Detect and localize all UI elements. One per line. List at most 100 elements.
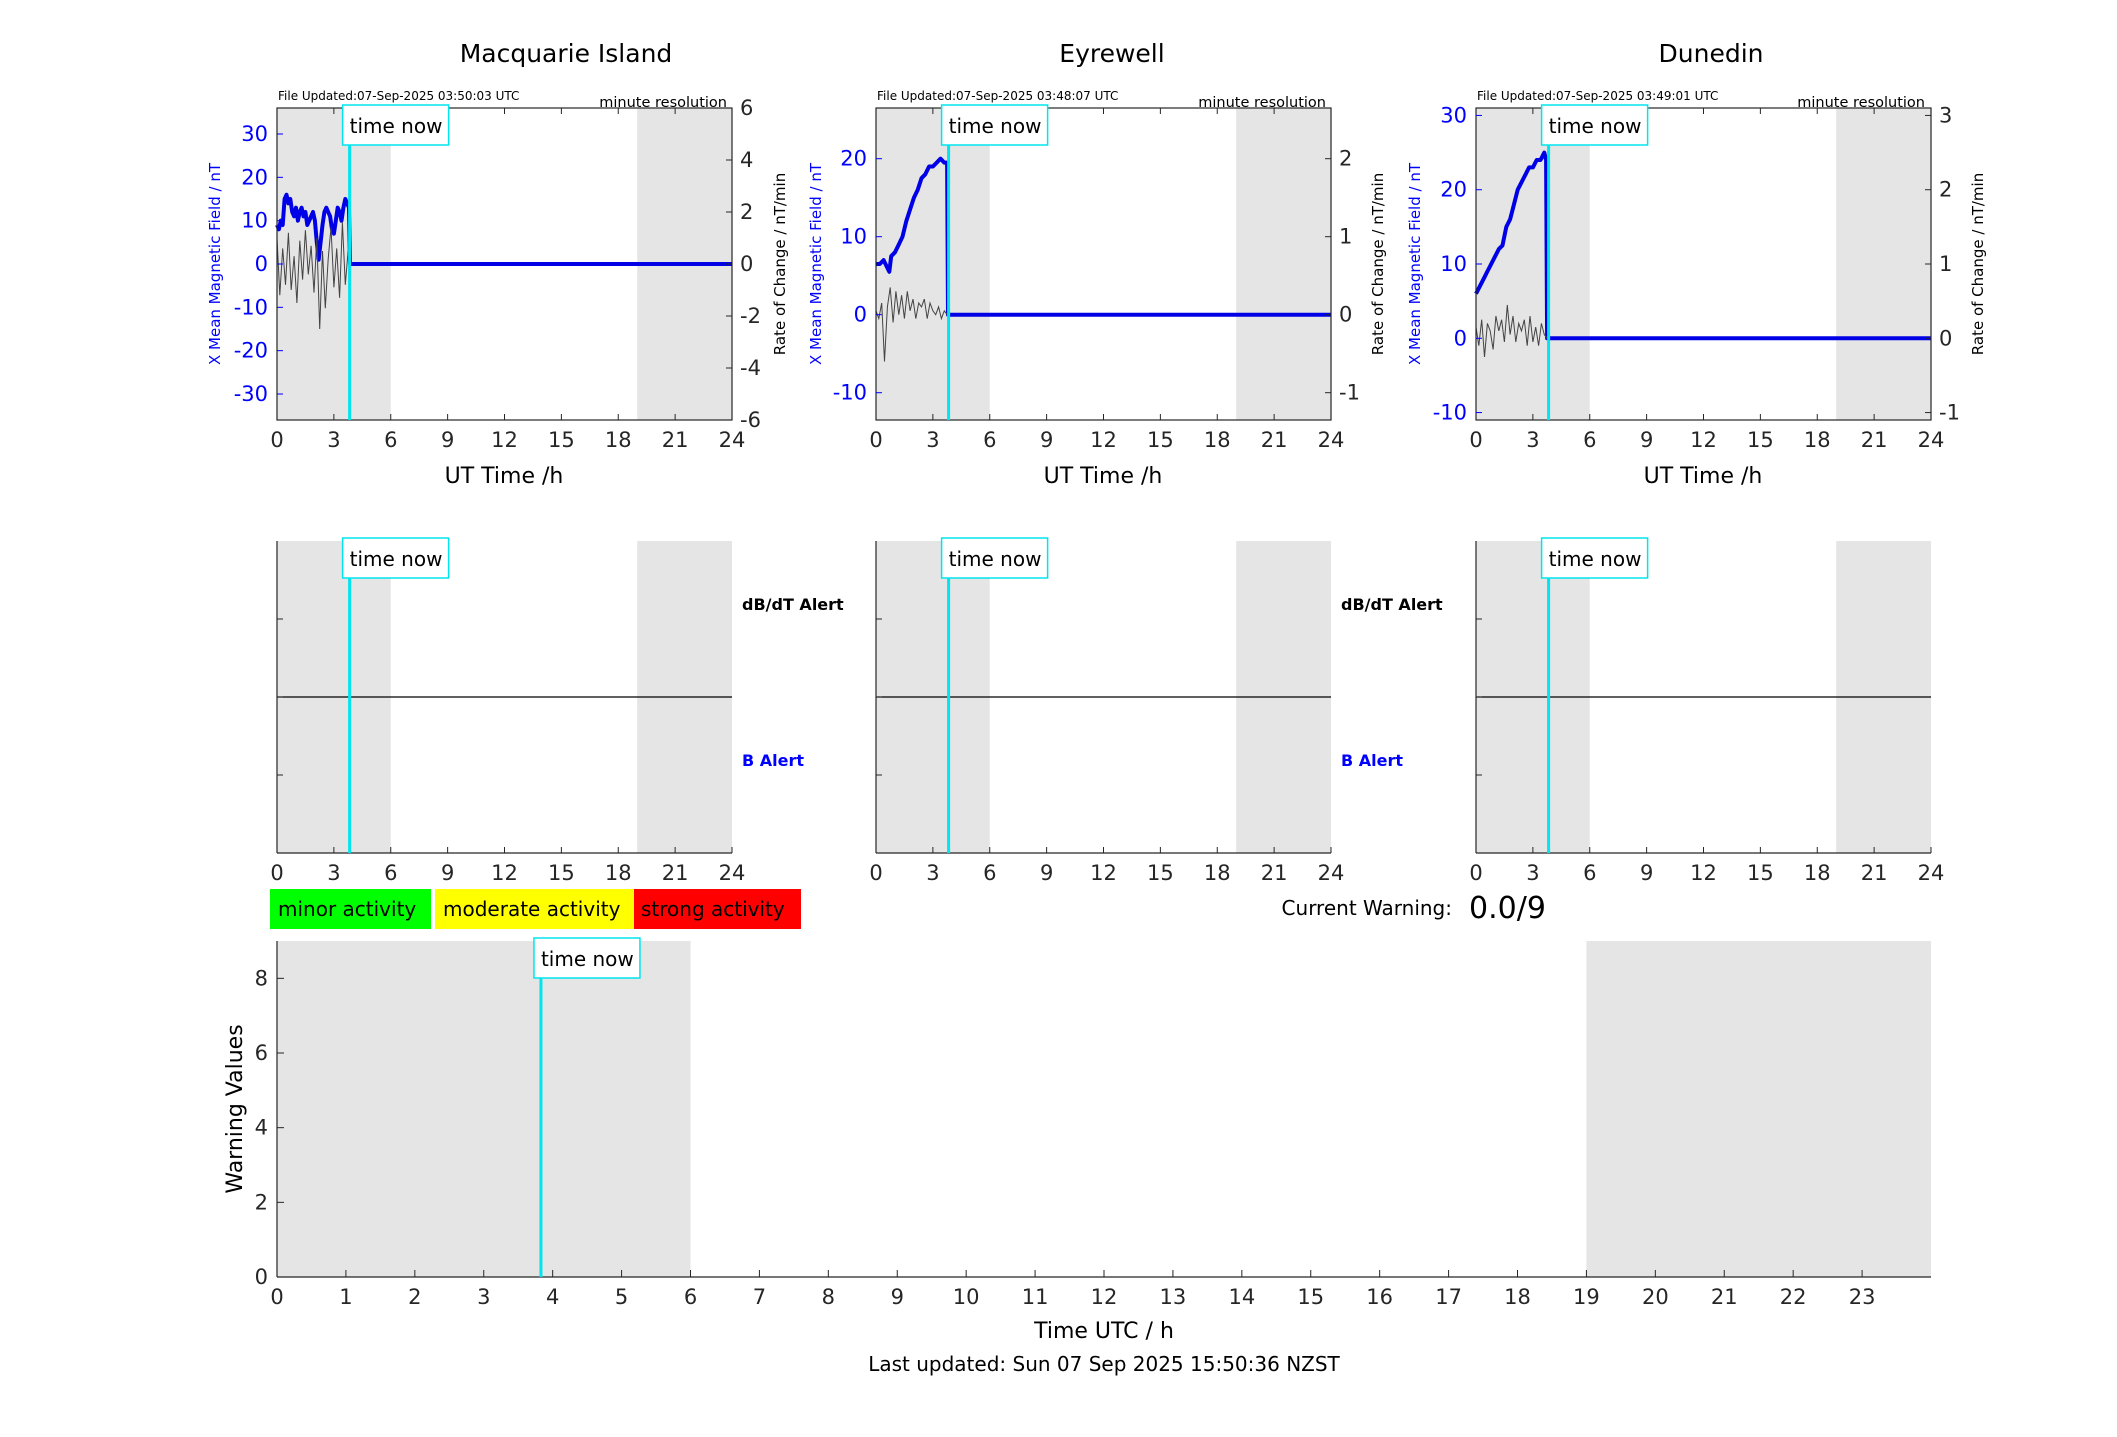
y-tick-label: -30: [234, 382, 268, 406]
x-tick-label: 12: [1690, 428, 1717, 452]
x-axis-label: UT Time /h: [1044, 464, 1163, 489]
x-tick-label: 18: [1804, 428, 1831, 452]
time-now-label: time now: [949, 547, 1042, 571]
x-tick-label: 24: [1918, 428, 1945, 452]
right-axis-label: Rate of Change / nT/min: [771, 173, 789, 355]
x-tick-label: 12: [1090, 428, 1117, 452]
x-tick-label: 19: [1573, 1285, 1600, 1309]
y2-tick-label: -6: [740, 408, 761, 432]
file-updated-text: File Updated:07-Sep-2025 03:49:01 UTC: [1477, 89, 1718, 103]
y-tick-label: -20: [234, 339, 268, 363]
field-series-line: [876, 156, 1331, 317]
x-tick-label: 4: [546, 1285, 559, 1309]
x-tick-label: 15: [548, 428, 575, 452]
x-tick-label: 9: [1040, 861, 1053, 885]
x-tick-label: 12: [491, 428, 518, 452]
y2-tick-label: 0: [1339, 303, 1352, 327]
y2-tick-label: 4: [740, 148, 753, 172]
x-tick-label: 21: [1861, 428, 1888, 452]
x-tick-label: 18: [1204, 428, 1231, 452]
y-tick-label: 0: [1454, 326, 1467, 350]
station-macquarie: Macquarie Island 0 3 6 9 12 15 18 21 24-30-20-10…: [206, 39, 844, 885]
legend-moderate-label: moderate activity: [443, 897, 621, 921]
daylight-band: [876, 108, 990, 420]
left-axis-label: X Mean Magnetic Field / nT: [807, 162, 825, 365]
x-tick-label: 24: [1318, 428, 1345, 452]
x-tick-label: 6: [1583, 428, 1596, 452]
y-tick-label: 30: [241, 122, 268, 146]
y-tick-label: 20: [840, 147, 867, 171]
y-tick-label: 4: [255, 1116, 268, 1140]
x-tick-label: 24: [1918, 861, 1945, 885]
daylight-band: [1476, 108, 1590, 420]
x-tick-label: 6: [384, 428, 397, 452]
y-tick-label: 20: [241, 165, 268, 189]
y-tick-label: 0: [255, 1265, 268, 1289]
field-series-line: [275, 192, 732, 266]
x-tick-label: 14: [1228, 1285, 1255, 1309]
x-tick-label: 0: [1469, 861, 1482, 885]
y-tick-label: 6: [255, 1041, 268, 1065]
y-tick-label: 8: [255, 966, 268, 990]
x-tick-label: 21: [1261, 428, 1288, 452]
x-tick-label: 21: [1861, 861, 1888, 885]
time-now-box: [341, 537, 450, 579]
time-now-box: [940, 104, 1049, 146]
x-tick-label: 9: [891, 1285, 904, 1309]
time-now-box: [341, 104, 450, 146]
time-now-label: time now: [350, 114, 443, 138]
x-tick-label: 12: [491, 861, 518, 885]
time-now-box: [533, 937, 641, 979]
station-title: Eyrewell: [1059, 39, 1164, 68]
x-tick-label: 3: [1526, 861, 1539, 885]
y-tick-label: 10: [840, 225, 867, 249]
y2-tick-label: 6: [740, 96, 753, 120]
alert-chart: 0 3 6 9 12 15 18 21 24 time now: [1469, 537, 1945, 885]
x-tick-label: 18: [1204, 861, 1231, 885]
time-now-label: time now: [949, 114, 1042, 138]
x-tick-label: 21: [1711, 1285, 1738, 1309]
y-tick-label: -10: [1433, 401, 1467, 425]
rate-series-line: [276, 222, 351, 330]
x-tick-label: 6: [983, 428, 996, 452]
activity-legend: minor activity moderate activity strong …: [270, 889, 801, 929]
x-tick-label: 24: [719, 428, 746, 452]
x-tick-label: 22: [1780, 1285, 1807, 1309]
x-tick-label: 6: [1583, 861, 1596, 885]
x-tick-label: 3: [477, 1285, 490, 1309]
x-tick-label: 9: [441, 861, 454, 885]
x-tick-label: 7: [753, 1285, 766, 1309]
x-tick-label: 2: [408, 1285, 421, 1309]
x-tick-label: 10: [953, 1285, 980, 1309]
x-tick-label: 15: [1147, 428, 1174, 452]
resolution-label: minute resolution: [1198, 95, 1326, 111]
x-tick-label: 9: [1640, 428, 1653, 452]
dbdt-alert-label: dB/dT Alert: [1341, 595, 1443, 614]
top-chart: 0 3 6 9 12 15 18 21 24-30-20-100102030-6-4-20246…: [234, 96, 761, 452]
time-now-box: [940, 537, 1049, 579]
x-tick-label: 11: [1022, 1285, 1049, 1309]
x-tick-label: 24: [1318, 861, 1345, 885]
x-tick-label: 12: [1090, 861, 1117, 885]
field-series-line: [1474, 150, 1931, 341]
x-tick-label: 23: [1849, 1285, 1876, 1309]
y-tick-label: 30: [1440, 103, 1467, 127]
y2-tick-label: -2: [740, 304, 761, 328]
x-tick-label: 9: [1640, 861, 1653, 885]
y-tick-label: 0: [255, 252, 268, 276]
daylight-band: [277, 941, 691, 1277]
y-tick-label: -10: [234, 295, 268, 319]
y2-tick-label: 2: [740, 200, 753, 224]
x-tick-label: 3: [926, 428, 939, 452]
x-tick-label: 20: [1642, 1285, 1669, 1309]
x-axis-label: UT Time /h: [445, 464, 564, 489]
y2-tick-label: -1: [1939, 401, 1960, 425]
x-tick-label: 18: [1804, 861, 1831, 885]
x-tick-label: 15: [1297, 1285, 1324, 1309]
rate-series-line: [875, 287, 948, 362]
x-tick-label: 18: [605, 428, 632, 452]
x-tick-label: 6: [983, 861, 996, 885]
resolution-label: minute resolution: [599, 95, 727, 111]
